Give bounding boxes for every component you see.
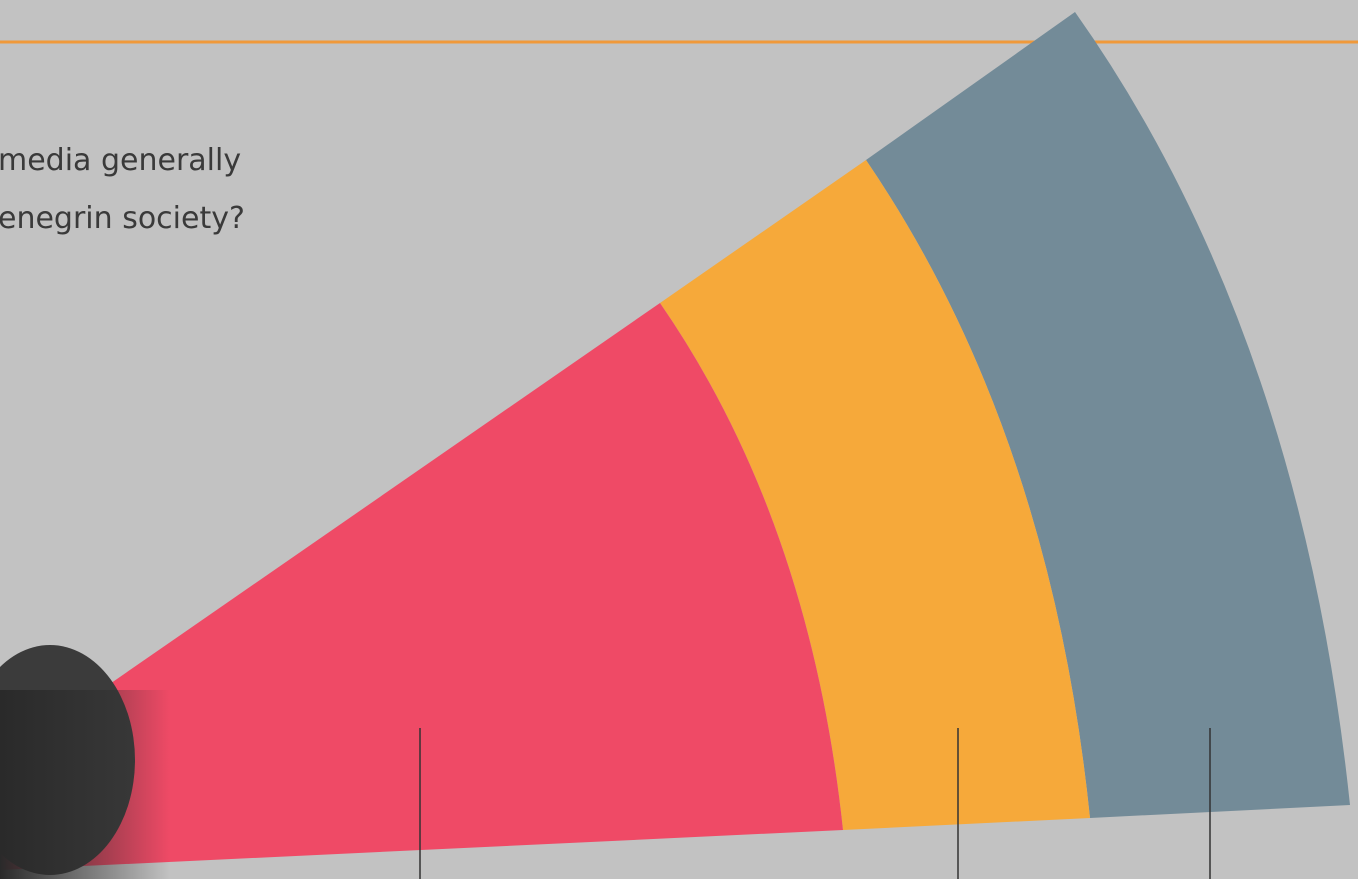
question-line: media generally xyxy=(0,143,241,178)
band-blue xyxy=(866,12,1350,818)
megaphone-shadow xyxy=(0,690,170,879)
band-orange xyxy=(660,160,1090,830)
band-red xyxy=(0,303,843,870)
question-line: enegrin society? xyxy=(0,201,245,236)
